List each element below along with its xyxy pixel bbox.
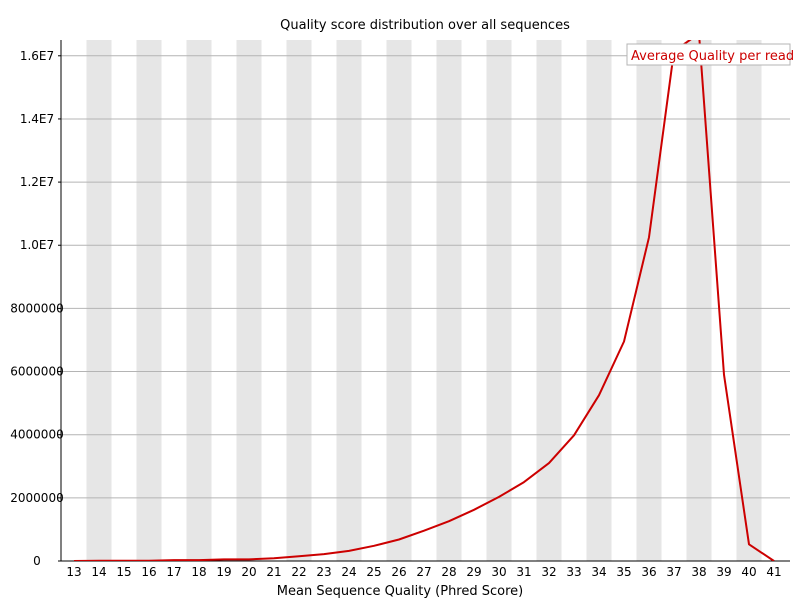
y-tick-label: 8000000 bbox=[10, 301, 63, 315]
x-tick-label: 25 bbox=[366, 565, 381, 579]
x-tick-label: 36 bbox=[641, 565, 656, 579]
band-14 bbox=[86, 40, 112, 561]
x-tick-label: 24 bbox=[341, 565, 356, 579]
x-tick-label: 28 bbox=[441, 565, 456, 579]
axes bbox=[60, 40, 790, 562]
y-tick-label: 1.4E7 bbox=[20, 112, 54, 126]
legend-box bbox=[626, 43, 791, 66]
x-tick-label: 17 bbox=[166, 565, 181, 579]
y-tick-label: 1.0E7 bbox=[20, 238, 54, 252]
band-28 bbox=[436, 40, 462, 561]
y-tick-label: 4000000 bbox=[10, 428, 63, 442]
legend-entry-average-quality: Average Quality per read bbox=[631, 49, 794, 64]
x-tick-label: 31 bbox=[516, 565, 531, 579]
x-tick-label: 23 bbox=[316, 565, 331, 579]
y-tick-label: 6000000 bbox=[10, 365, 63, 379]
x-tick-label: 22 bbox=[291, 565, 306, 579]
x-tick-label: 35 bbox=[616, 565, 631, 579]
x-tick-label: 41 bbox=[766, 565, 781, 579]
background-bands bbox=[86, 40, 762, 561]
y-tick-labels: 0 2000000 4000000 6000000 8000000 1.0E7 1.2E7 1… bbox=[10, 49, 63, 568]
x-tick-label: 34 bbox=[591, 565, 606, 579]
x-tick-label: 29 bbox=[466, 565, 481, 579]
band-38 bbox=[686, 40, 712, 561]
x-axis-label: Mean Sequence Quality (Phred Score) bbox=[277, 584, 523, 599]
band-32 bbox=[536, 40, 562, 561]
legend: Average Quality per read bbox=[626, 43, 794, 66]
x-tick-labels: 13 14 15 16 17 18 19 20 21 22 23 24 25 26 27 28 29 30 31 32… bbox=[66, 565, 781, 579]
x-tick-label: 30 bbox=[491, 565, 506, 579]
x-tick-label: 39 bbox=[716, 565, 731, 579]
y-tick-label: 1.6E7 bbox=[20, 49, 54, 63]
x-tick-label: 26 bbox=[391, 565, 406, 579]
x-tick-label: 27 bbox=[416, 565, 431, 579]
band-36 bbox=[636, 40, 662, 561]
gridlines bbox=[61, 55, 790, 499]
band-26 bbox=[386, 40, 412, 561]
x-tick-label: 15 bbox=[116, 565, 131, 579]
series-layer bbox=[73, 40, 775, 561]
band-22 bbox=[286, 40, 312, 561]
x-tick-label: 21 bbox=[266, 565, 281, 579]
x-tick-label: 16 bbox=[141, 565, 156, 579]
x-tick-label: 38 bbox=[691, 565, 706, 579]
chart-title: Quality score distribution over all sequ… bbox=[280, 18, 570, 33]
band-18 bbox=[186, 40, 212, 561]
band-24 bbox=[336, 40, 362, 561]
band-16 bbox=[136, 40, 162, 561]
x-tick-label: 19 bbox=[216, 565, 231, 579]
x-tick-label: 18 bbox=[191, 565, 206, 579]
band-20 bbox=[236, 40, 262, 561]
x-tick-label: 37 bbox=[666, 565, 681, 579]
series-line-0 bbox=[73, 40, 775, 561]
y-tick-label: 2000000 bbox=[10, 491, 63, 505]
band-40 bbox=[736, 40, 762, 561]
x-tick-label: 13 bbox=[66, 565, 81, 579]
band-34 bbox=[586, 40, 612, 561]
x-tick-label: 33 bbox=[566, 565, 581, 579]
x-tick-label: 20 bbox=[241, 565, 256, 579]
y-tick-label: 0 bbox=[33, 554, 41, 568]
x-tick-label: 14 bbox=[91, 565, 106, 579]
x-tick-label: 32 bbox=[541, 565, 556, 579]
y-tick-label: 1.2E7 bbox=[20, 175, 54, 189]
x-tick-label: 40 bbox=[741, 565, 756, 579]
band-30 bbox=[486, 40, 512, 561]
